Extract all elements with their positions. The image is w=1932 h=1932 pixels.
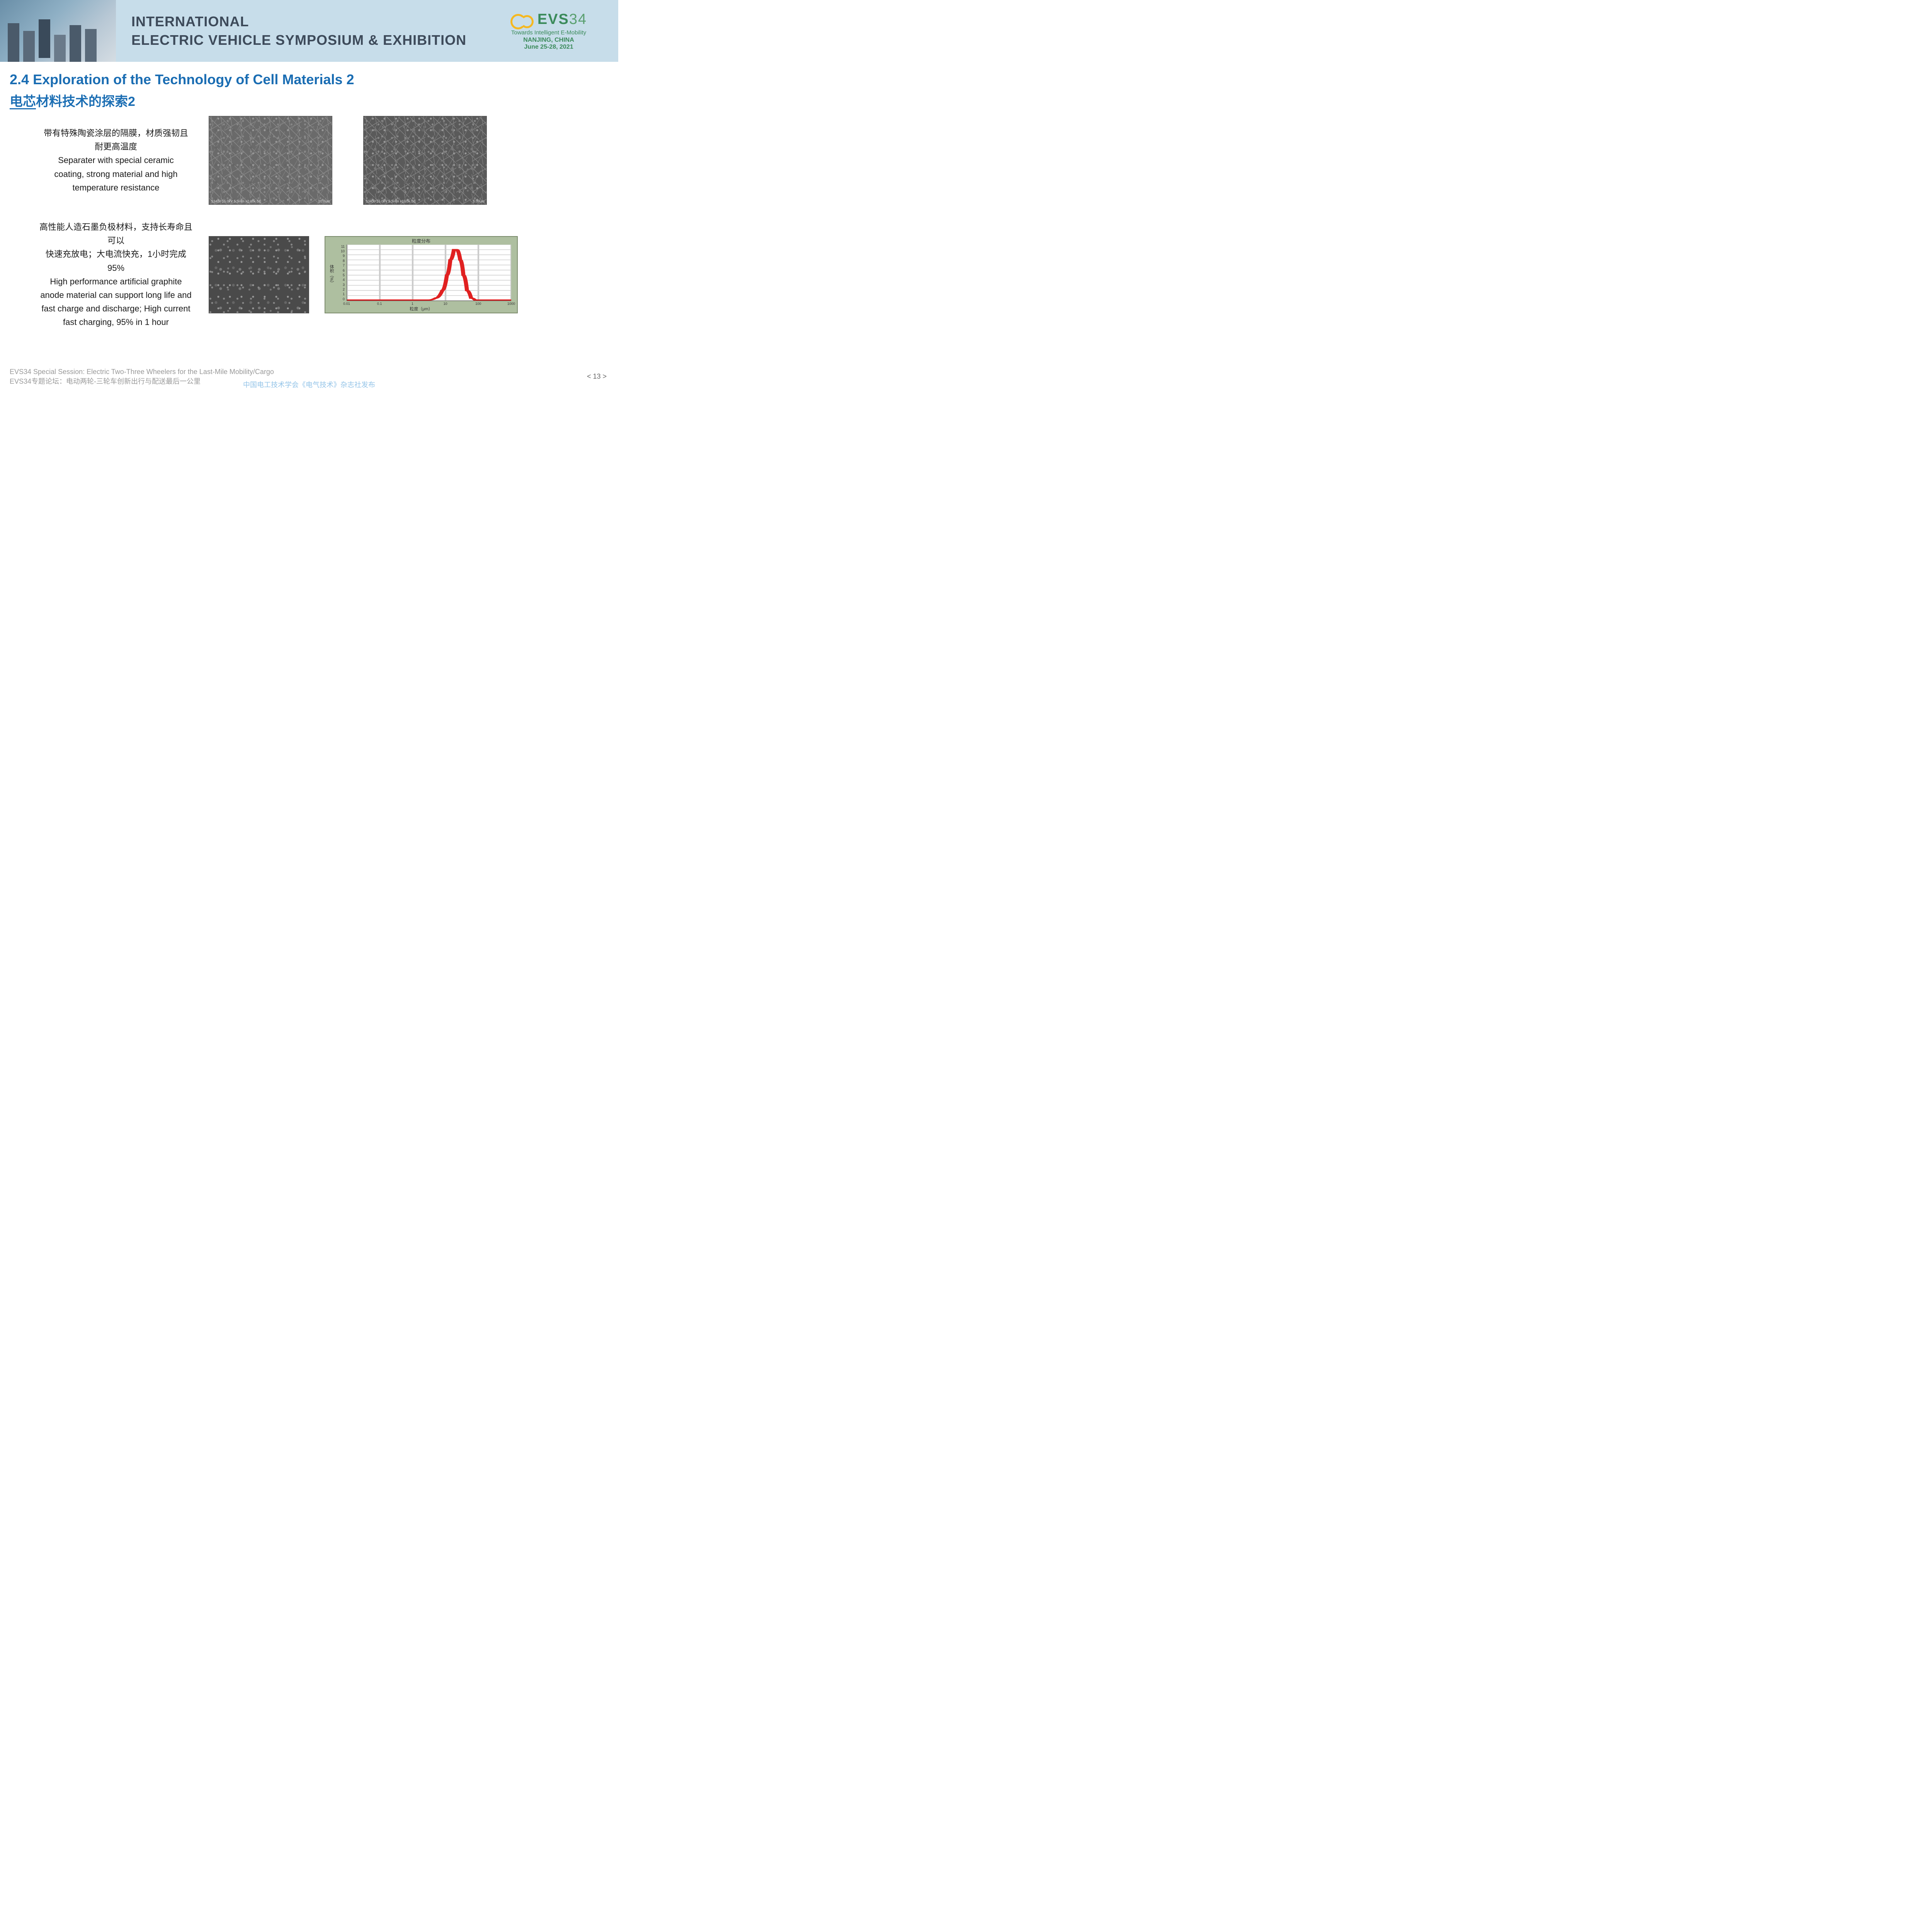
- sem-texture: [209, 236, 309, 313]
- chart-svg: [347, 245, 511, 301]
- header-title-line1: INTERNATIONAL: [131, 14, 487, 30]
- text-block-2: 高性能人造石墨负极材料，支持长寿命且可以 快速充放电；大电流快充，1小时完成95…: [39, 220, 193, 329]
- logo-tagline: Towards Intelligent E-Mobility: [487, 29, 611, 36]
- sem-texture: [209, 116, 332, 204]
- text-block-1: 带有特殊陶瓷涂层的隔膜，材质强韧且 耐更高温度 Separater with s…: [39, 126, 193, 194]
- header-band: INTERNATIONAL ELECTRIC VEHICLE SYMPOSIUM…: [0, 0, 618, 62]
- logo-swirl-icon: [510, 12, 534, 27]
- section-number: 2.4: [10, 71, 29, 87]
- sem-image-3: [209, 236, 309, 313]
- block2-zh2: 快速充放电；大电流快充，1小时完成95%: [39, 247, 193, 274]
- logo-dates: June 25-28, 2021: [487, 44, 611, 51]
- sem2-caption-left: S3400 15.0kV 5.3mm x10.0k SE: [366, 199, 416, 203]
- chart-plot-area: [347, 245, 511, 301]
- block2-zh1: 高性能人造石墨负极材料，支持长寿命且可以: [39, 220, 193, 247]
- block1-en1: Separater with special ceramic: [39, 153, 193, 167]
- section-title-zh: 电芯材料技术的探索2: [10, 91, 354, 110]
- logo-location: NANJING, CHINA: [487, 37, 611, 44]
- chart-y-ticks: 01234567891011: [337, 245, 345, 301]
- header-title-line2: ELECTRIC VEHICLE SYMPOSIUM & EXHIBITION: [131, 32, 487, 48]
- block1-zh2: 耐更高温度: [39, 140, 193, 153]
- chart-xlabel: 粒度（μm）: [325, 306, 517, 312]
- sem-image-1: S3400 15.0kV 5.3mm x2.00k SE 20.0um: [209, 116, 332, 205]
- logo-number: 34: [569, 11, 587, 27]
- block1-en2: coating, strong material and high: [39, 167, 193, 181]
- content-area: 带有特殊陶瓷涂层的隔膜，材质强韧且 耐更高温度 Separater with s…: [0, 116, 618, 345]
- header-logo-block: EVS34 Towards Intelligent E-Mobility NAN…: [487, 11, 618, 51]
- block1-en3: temperature resistance: [39, 181, 193, 194]
- particle-distribution-chart: 粒度分布 体积（%） 01234567891011 0.010.11101001…: [325, 236, 518, 313]
- watermark: 中国电工技术学会《电气技术》杂志社发布: [243, 379, 375, 389]
- section-title-en-text: Exploration of the Technology of Cell Ma…: [33, 71, 354, 87]
- logo-row: EVS34: [487, 11, 611, 28]
- header-cityscape-image: [0, 0, 116, 62]
- row-2: 高性能人造石墨负极材料，支持长寿命且可以 快速充放电；大电流快充，1小时完成95…: [39, 220, 599, 329]
- sem2-caption-right: 5.00um: [473, 199, 485, 203]
- block1-zh1: 带有特殊陶瓷涂层的隔膜，材质强韧且: [39, 126, 193, 140]
- block2-en2: anode material can support long life and: [39, 288, 193, 302]
- sem-image-2: S3400 15.0kV 5.3mm x10.0k SE 5.00um: [363, 116, 487, 205]
- section-title-zh-underlined: 电芯: [10, 94, 36, 109]
- sem1-caption-left: S3400 15.0kV 5.3mm x2.00k SE: [211, 199, 261, 203]
- section-title: 2.4 Exploration of the Technology of Cel…: [10, 71, 354, 110]
- block2-en1: High performance artificial graphite: [39, 275, 193, 288]
- sem1-caption-right: 20.0um: [318, 199, 330, 203]
- block2-en4: fast charging, 95% in 1 hour: [39, 315, 193, 329]
- row-1: 带有特殊陶瓷涂层的隔膜，材质强韧且 耐更高温度 Separater with s…: [39, 116, 599, 205]
- logo-text: EVS34: [537, 11, 587, 28]
- footer-line1: EVS34 Special Session: Electric Two-Thre…: [10, 367, 609, 377]
- sem-texture: [364, 116, 486, 204]
- section-title-en: 2.4 Exploration of the Technology of Cel…: [10, 71, 354, 88]
- logo-letters: EVS: [537, 11, 569, 27]
- block2-en3: fast charge and discharge; High current: [39, 302, 193, 315]
- chart-ylabel: 体积（%）: [328, 264, 335, 285]
- header-title: INTERNATIONAL ELECTRIC VEHICLE SYMPOSIUM…: [116, 14, 487, 48]
- page-number: < 13 >: [587, 372, 607, 381]
- section-title-zh-rest: 材料技术的探索2: [36, 94, 135, 109]
- chart-title: 粒度分布: [325, 238, 517, 244]
- chart-grid: [347, 245, 511, 301]
